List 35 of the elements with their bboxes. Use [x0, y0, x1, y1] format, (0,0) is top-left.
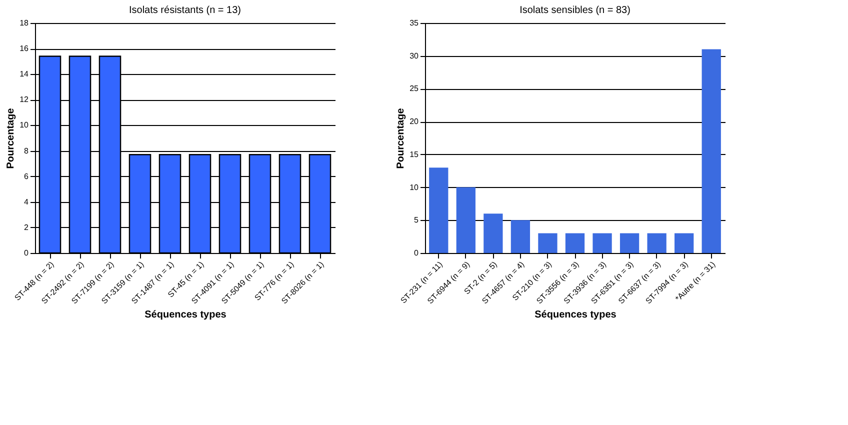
bar [620, 233, 640, 253]
y-tick-label: 12 [20, 95, 30, 104]
y-tick-label: 14 [20, 70, 30, 79]
y-tick-label: 2 [24, 222, 30, 232]
y-axis-title: Pourcentage [6, 108, 17, 169]
bar [702, 49, 721, 253]
chart-title: Isolats résistants (n = 13) [129, 5, 241, 16]
y-axis-title: Pourcentage [396, 108, 407, 169]
y-tick-label: 8 [24, 146, 30, 156]
y-tick-label: 0 [24, 248, 30, 258]
y-tick-label: 0 [414, 248, 420, 258]
bar [510, 220, 530, 253]
y-tick-label: 15 [410, 150, 420, 159]
y-tick-label: 18 [20, 18, 30, 28]
y-tick-label: 5 [414, 216, 420, 225]
y-tick-label: 30 [410, 51, 420, 60]
y-tick-label: 25 [410, 84, 420, 94]
y-tick-label: 35 [410, 18, 420, 28]
y-tick-label: 6 [24, 172, 30, 181]
y-tick-label: 10 [410, 182, 420, 192]
y-tick-label: 16 [20, 44, 30, 54]
bar [456, 187, 476, 253]
bar [592, 233, 612, 253]
y-tick-label: 20 [410, 117, 420, 126]
x-axis-title: Séquences types [534, 310, 617, 321]
bar [484, 214, 503, 253]
x-axis-title: Séquences types [144, 310, 227, 321]
bar [429, 168, 448, 253]
y-tick-label: 10 [20, 120, 30, 130]
bar [565, 233, 585, 253]
bar [647, 233, 666, 253]
bar [674, 233, 694, 253]
chart-title: Isolats sensibles (n = 83) [520, 5, 630, 16]
y-tick-label: 4 [24, 197, 30, 206]
bar [538, 233, 558, 253]
